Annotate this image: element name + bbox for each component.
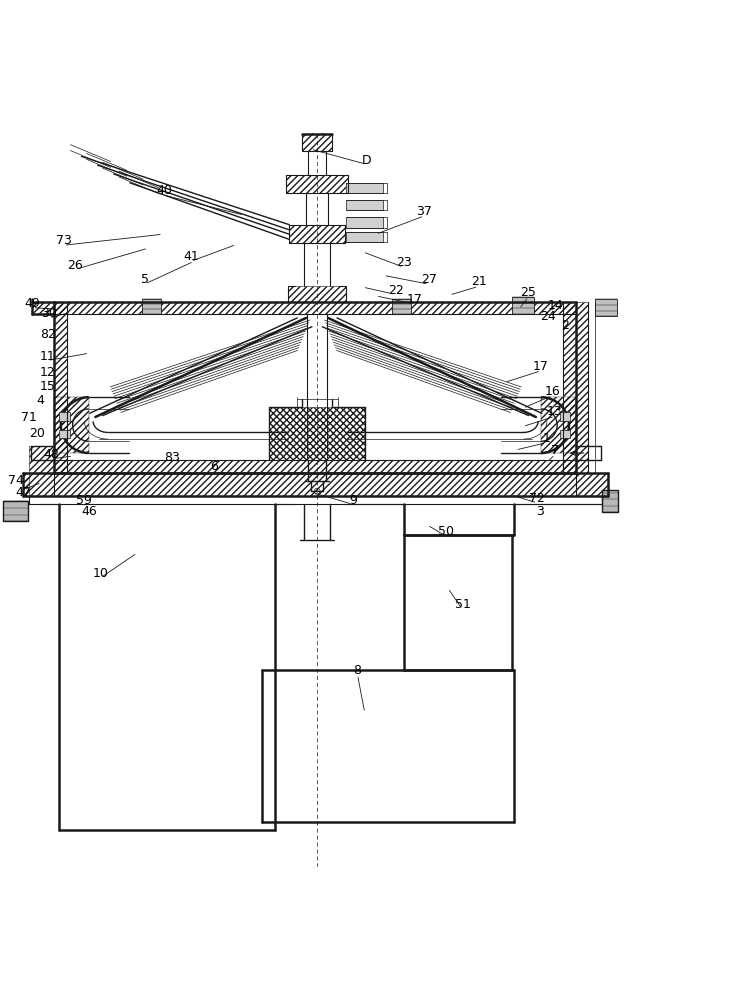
Text: 1: 1 bbox=[542, 432, 550, 445]
Text: 23: 23 bbox=[396, 256, 412, 269]
Text: 21: 21 bbox=[471, 275, 486, 288]
Bar bbox=[3, 501, 28, 521]
Text: 83: 83 bbox=[164, 451, 181, 464]
Text: D: D bbox=[362, 154, 372, 167]
Text: 71: 71 bbox=[21, 411, 38, 424]
Bar bbox=[60, 430, 70, 438]
Text: 5: 5 bbox=[141, 273, 149, 286]
Text: 11: 11 bbox=[40, 350, 55, 363]
Text: 48: 48 bbox=[43, 448, 59, 461]
Bar bbox=[346, 232, 383, 242]
Bar bbox=[595, 299, 618, 316]
Text: 10: 10 bbox=[93, 567, 108, 580]
Text: 72: 72 bbox=[529, 492, 545, 505]
Text: 3: 3 bbox=[536, 505, 543, 518]
Text: 74: 74 bbox=[8, 474, 24, 487]
Text: 20: 20 bbox=[29, 427, 44, 440]
Text: 49: 49 bbox=[24, 297, 40, 310]
Text: 7: 7 bbox=[551, 444, 559, 457]
Bar bbox=[142, 299, 161, 314]
Text: 41: 41 bbox=[183, 250, 199, 263]
Text: 73: 73 bbox=[56, 234, 71, 247]
Text: 17: 17 bbox=[533, 360, 549, 373]
Text: 16: 16 bbox=[544, 385, 560, 398]
Bar bbox=[602, 490, 618, 512]
Bar bbox=[346, 183, 383, 193]
Bar bbox=[60, 412, 70, 421]
Text: 6: 6 bbox=[210, 460, 218, 473]
Text: 25: 25 bbox=[520, 286, 537, 299]
Text: 4: 4 bbox=[36, 394, 44, 407]
Bar bbox=[392, 299, 411, 314]
Text: 8: 8 bbox=[354, 664, 361, 677]
Text: 24: 24 bbox=[539, 310, 556, 323]
Text: 51: 51 bbox=[455, 598, 470, 611]
Text: 30: 30 bbox=[41, 307, 57, 320]
Text: 26: 26 bbox=[67, 259, 83, 272]
Bar bbox=[560, 412, 570, 421]
Bar bbox=[560, 430, 570, 438]
Bar bbox=[511, 297, 534, 314]
Text: 37: 37 bbox=[416, 205, 432, 218]
Text: 59: 59 bbox=[76, 493, 91, 506]
Text: 13: 13 bbox=[547, 405, 563, 418]
Bar bbox=[346, 200, 383, 210]
Text: 17: 17 bbox=[407, 293, 423, 306]
Text: 14: 14 bbox=[548, 299, 564, 312]
Text: 50: 50 bbox=[438, 525, 453, 538]
Text: 22: 22 bbox=[388, 284, 404, 297]
Bar bbox=[346, 217, 383, 228]
Text: 15: 15 bbox=[40, 380, 55, 393]
Text: 2: 2 bbox=[562, 319, 569, 332]
Text: 46: 46 bbox=[82, 505, 97, 518]
Text: 47: 47 bbox=[15, 486, 32, 499]
Text: 82: 82 bbox=[40, 328, 55, 341]
Text: 12: 12 bbox=[40, 366, 55, 379]
Text: 27: 27 bbox=[421, 273, 436, 286]
Text: 9: 9 bbox=[349, 493, 357, 506]
Text: 40: 40 bbox=[156, 184, 172, 197]
